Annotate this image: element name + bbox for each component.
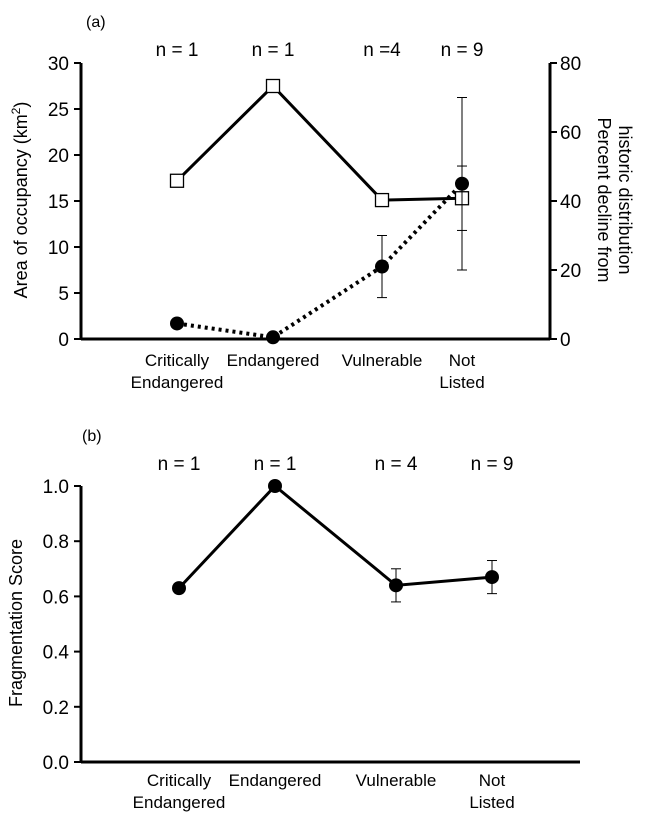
panel-a-category-label: Endangered bbox=[227, 351, 320, 370]
panel-a-sample-size: n = 1 bbox=[252, 40, 295, 61]
panel-a-series-1-line bbox=[176, 182, 464, 340]
panel-b-series-0-line bbox=[177, 483, 493, 590]
panel-a-sample-size: n = 1 bbox=[156, 40, 199, 61]
panel-a-ytick-label: 30 bbox=[48, 54, 69, 75]
panel-a-series-1-point bbox=[266, 330, 280, 345]
panel-a-y2label-line2: historic distribution bbox=[615, 125, 635, 274]
panel-a-series-0-point bbox=[374, 192, 390, 208]
panel-a-ytick-label: 10 bbox=[48, 238, 69, 259]
panel-a-series-0-point bbox=[265, 78, 281, 94]
panel-b-ytick-label: 1.0 bbox=[43, 477, 69, 498]
panel-a-series-1-point bbox=[170, 316, 184, 331]
panel-a-ytick-label: 25 bbox=[48, 100, 69, 121]
panel-b-category-label: Critically Endangered bbox=[133, 771, 226, 812]
panel-a-category-label: Vulnerable bbox=[342, 351, 423, 370]
panel-a-y2tick-label: 0 bbox=[560, 330, 571, 351]
panel-b-sample-size: n = 4 bbox=[375, 454, 418, 475]
panel-a-category-label: Not Listed bbox=[439, 351, 484, 392]
panel-a-category-label: Critically Endangered bbox=[131, 351, 224, 392]
panel-b-series-0-point bbox=[172, 581, 186, 596]
panel-a-ytick-label: 0 bbox=[58, 330, 69, 351]
panel-a-ytick-label: 5 bbox=[58, 284, 69, 305]
panel-b-ytick-label: 0.4 bbox=[43, 643, 70, 664]
panel-a-sample-size: n = 9 bbox=[441, 40, 484, 61]
panel-a-y2tick-label: 80 bbox=[560, 54, 581, 75]
panel-b-ylabel: Fragmentation Score bbox=[6, 539, 26, 707]
panel-b-category-label: Vulnerable bbox=[356, 771, 437, 790]
panel-b-sample-size: n = 1 bbox=[158, 454, 201, 475]
panel-a-y2tick-label: 40 bbox=[560, 192, 581, 213]
panel-a-y2tick-label: 20 bbox=[560, 261, 581, 282]
panel-a-label: (a) bbox=[86, 14, 106, 31]
panel-b-label: (b) bbox=[82, 428, 102, 445]
panel-a-series-0-line bbox=[175, 83, 463, 202]
panel-b-ytick-label: 0.2 bbox=[43, 698, 69, 719]
panel-b-series-0-point bbox=[268, 479, 282, 493]
panel-a-series-1-point bbox=[375, 259, 389, 274]
panel-b-sample-size: n = 1 bbox=[254, 454, 297, 475]
panel-b-category-label: Not Listed bbox=[469, 771, 514, 812]
panel-a-sample-size: n =4 bbox=[363, 40, 401, 61]
panel-b-ytick-label: 0.8 bbox=[43, 532, 69, 553]
panel-b-series-0-point bbox=[485, 570, 499, 585]
panel-a-series-0-point bbox=[169, 173, 185, 188]
panel-a-y2label-line1: Percent decline from bbox=[594, 117, 614, 282]
panel-b-ytick-label: 0.6 bbox=[43, 587, 69, 608]
panel-a-ytick-label: 15 bbox=[48, 192, 69, 213]
panel-a-plot: 0 5 10 15 20 25 30 0 20 40 60 80 Critically Endangere… bbox=[48, 40, 581, 392]
panel-a-y2tick-label: 60 bbox=[560, 123, 581, 144]
panel-a-series-1-point bbox=[455, 176, 469, 191]
panel-b-plot: 0.0 0.2 0.4 0.6 0.8 1.0 Critically EndangeredEn… bbox=[43, 454, 580, 812]
panel-b-series-0-point bbox=[389, 578, 403, 593]
panel-a-ytick-label: 20 bbox=[48, 146, 69, 167]
panel-a-ylabel: Area of occupancy (km2) bbox=[9, 102, 31, 299]
panel-b-ytick-label: 0.0 bbox=[43, 753, 69, 774]
panel-b-category-label: Endangered bbox=[229, 771, 322, 790]
panel-b-sample-size: n = 9 bbox=[471, 454, 514, 475]
